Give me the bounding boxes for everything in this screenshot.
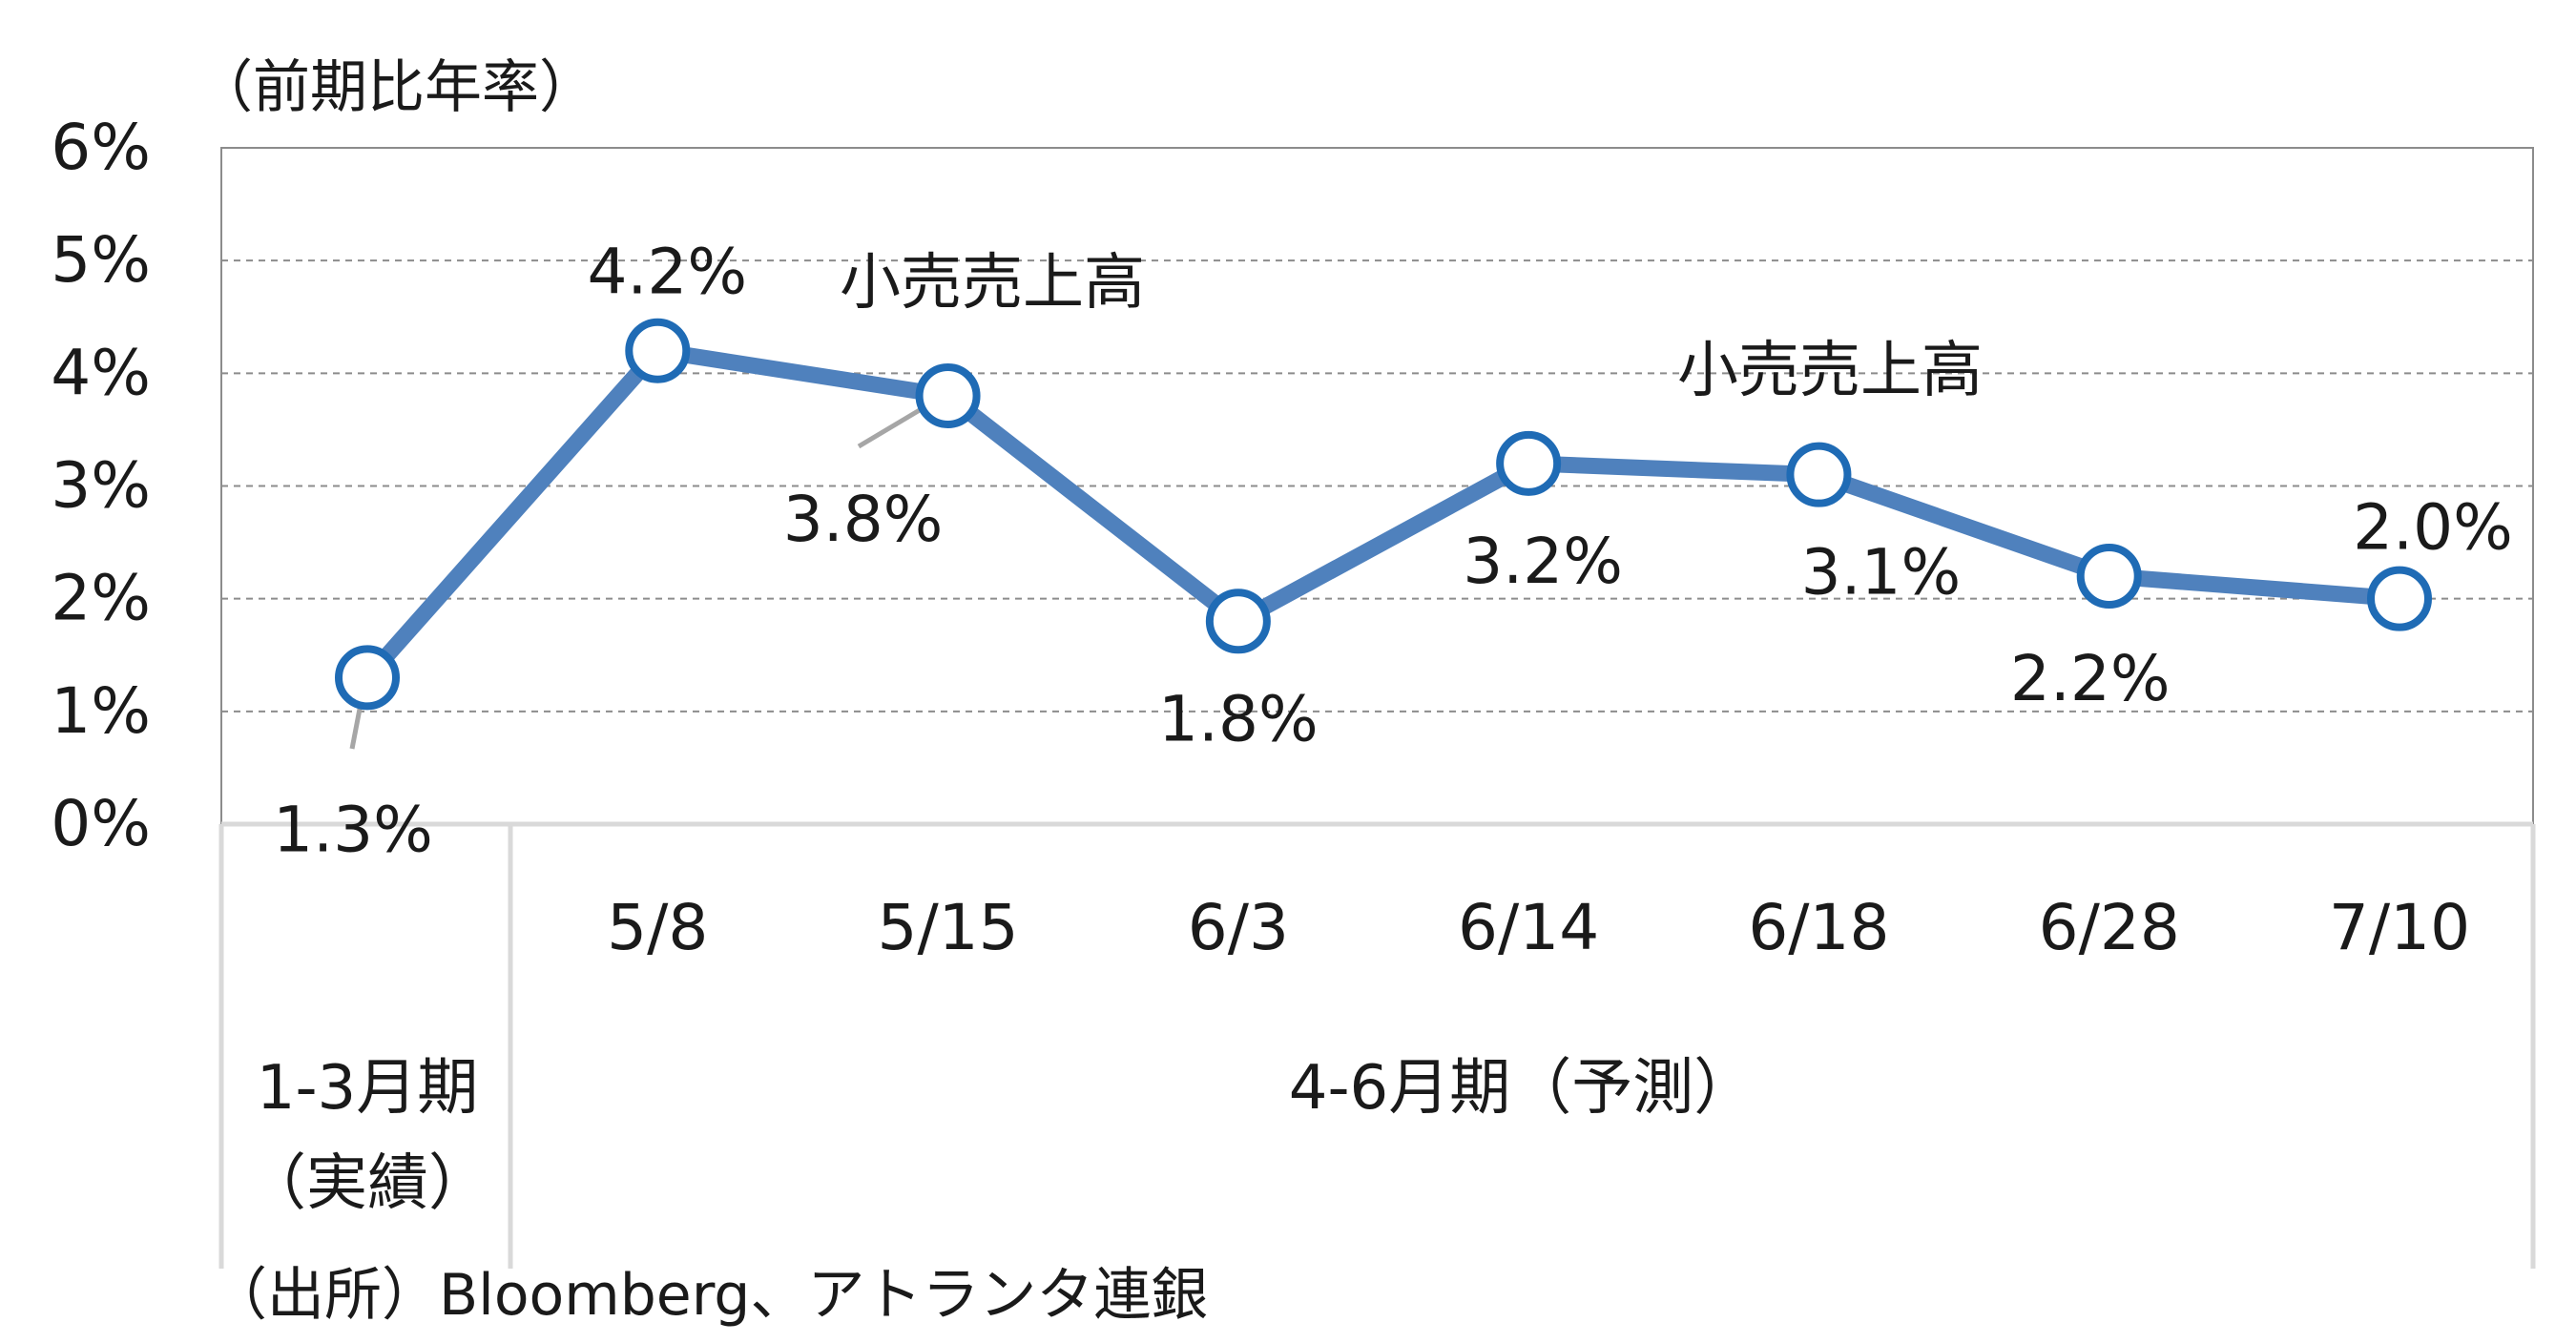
y-tick-label: 0% (51, 787, 151, 860)
series-line (359, 342, 2408, 686)
x-category-label: 7/10 (2329, 891, 2470, 964)
data-point (1496, 430, 1562, 496)
data-label: 3.2% (1463, 525, 1623, 598)
period-label-q1-line2: （実績） (245, 1148, 489, 1219)
x-axis-categories: 5/8 5/15 6/3 6/14 6/18 6/28 7/10 (607, 891, 2470, 964)
y-tick-label: 4% (51, 336, 151, 409)
y-axis-unit-label: （前期比年率） (196, 54, 596, 121)
x-category-label: 6/14 (1458, 891, 1599, 964)
data-label: 2.2% (2010, 642, 2171, 715)
period-label-q2: 4-6月期（予測） (1289, 1053, 1755, 1124)
data-label: 1.8% (1158, 682, 1319, 755)
y-tick-label: 3% (51, 449, 151, 523)
data-label: 1.3% (273, 793, 433, 866)
annotation-retail-sales-2: 小売売上高 (1677, 336, 1983, 406)
data-point (335, 645, 400, 711)
x-category-label: 5/8 (607, 891, 708, 964)
y-axis-ticks: 0% 1% 2% 3% 4% 5% 6% (51, 111, 151, 860)
series-polyline (359, 342, 2408, 686)
x-category-label: 5/15 (877, 891, 1018, 964)
data-label: 2.0% (2353, 491, 2513, 565)
y-tick-label: 6% (51, 111, 151, 184)
data-label: 3.1% (1801, 536, 1962, 610)
data-point (2076, 544, 2142, 610)
data-point (1205, 589, 1271, 654)
x-category-label: 6/18 (1748, 891, 1889, 964)
data-point (915, 362, 981, 428)
x-category-label: 6/3 (1188, 891, 1289, 964)
data-labels: 1.3% 4.2% 3.8% 1.8% 3.2% 3.1% 2.2% 2.0% (273, 236, 2513, 867)
data-label: 4.2% (587, 236, 747, 309)
data-label: 3.8% (783, 483, 944, 556)
source-note: （出所）Bloomberg、アトランタ連銀 (210, 1262, 1208, 1329)
y-tick-label: 1% (51, 674, 151, 748)
annotation-retail-sales-1: 小売売上高 (840, 248, 1145, 319)
period-label-q1-line1: 1-3月期 (257, 1053, 479, 1124)
y-tick-label: 5% (51, 223, 151, 297)
x-category-label: 6/28 (2039, 891, 2180, 964)
category-table-lines (218, 821, 2536, 1269)
data-point (1786, 442, 1852, 507)
y-tick-label: 2% (51, 562, 151, 635)
series-points (335, 318, 2432, 711)
label-leader-lines (349, 393, 945, 750)
gridlines (221, 259, 2533, 713)
data-point (2367, 566, 2432, 631)
data-point (625, 318, 691, 383)
